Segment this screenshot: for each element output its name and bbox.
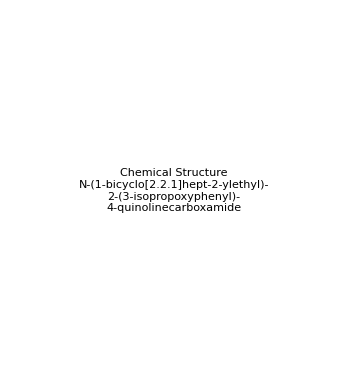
Text: Chemical Structure
N-(1-bicyclo[2.2.1]hept-2-ylethyl)-
2-(3-isopropoxyphenyl)-
4: Chemical Structure N-(1-bicyclo[2.2.1]he…: [79, 169, 269, 213]
